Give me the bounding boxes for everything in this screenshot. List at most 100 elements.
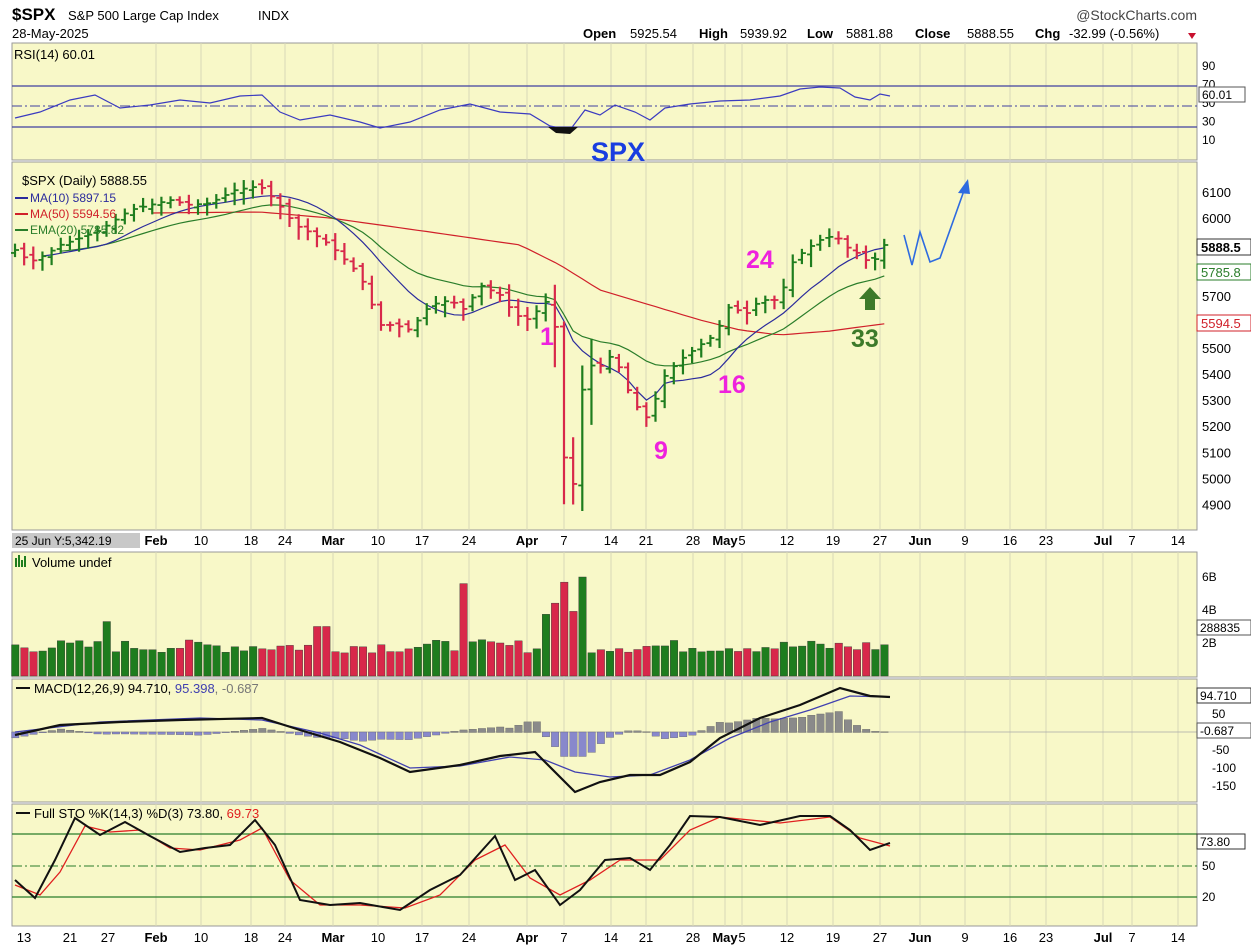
macd-hist-bar <box>688 731 697 736</box>
ma50-price-tag-text: 5594.5 <box>1201 316 1241 331</box>
macd-hist-bar <box>596 731 605 744</box>
price-bar <box>761 295 770 314</box>
macd-hist-bar <box>468 729 477 733</box>
macd-hist-bar <box>834 711 843 733</box>
volume-bar <box>679 651 688 677</box>
price-bar <box>212 194 221 209</box>
volume-bar <box>230 646 239 677</box>
price-bar <box>514 298 523 326</box>
rsi-tick: 30 <box>1202 115 1216 129</box>
volume-bar <box>624 651 633 677</box>
date-axis-label: 12 <box>780 533 794 548</box>
price-bar <box>331 233 340 261</box>
macd-hist-bar <box>624 730 633 733</box>
macd-hist-bar <box>185 731 194 736</box>
price-bar <box>614 353 623 373</box>
ema20-line <box>60 204 885 367</box>
high-label: High <box>699 26 728 41</box>
price-bar <box>523 307 532 331</box>
volume-bar <box>843 646 852 677</box>
macd-hist-bar <box>395 731 404 740</box>
price-bar <box>578 365 587 512</box>
volume-bar <box>413 646 422 677</box>
price-tick: 5300 <box>1202 393 1231 408</box>
volume-bar <box>523 652 532 677</box>
price-bar <box>194 199 202 215</box>
volume-bar <box>450 650 459 677</box>
macd-hist-bar <box>816 713 825 733</box>
date-axis-label: 21 <box>639 533 653 548</box>
price-bar <box>285 198 294 227</box>
volume-bar <box>734 651 743 677</box>
price-bar <box>541 293 550 322</box>
high-value: 5939.92 <box>740 26 787 41</box>
volume-bar <box>221 652 230 677</box>
middle-date-axis: Feb 10 18 24 Mar 10 17 24 Apr 7 14 21 28 May 5 12 19 27 Ju… <box>144 533 1185 548</box>
volume-bar <box>386 651 395 677</box>
date-axis-label: Feb <box>144 533 167 548</box>
date-axis-label: Jun <box>908 533 931 548</box>
macd-main-line <box>14 686 891 794</box>
price-bar <box>38 251 47 271</box>
macd-hist-bar <box>706 726 715 733</box>
macd-hist-bar <box>157 731 166 735</box>
volume-bar <box>542 614 550 677</box>
volume-bar <box>551 602 560 677</box>
volume-bar <box>752 651 761 677</box>
macd-hist-bar <box>853 725 861 733</box>
volume-bar <box>761 647 770 677</box>
date-axis-label: Mar <box>321 533 344 548</box>
bottom-axis-label: 17 <box>415 930 429 945</box>
date-axis-label: 18 <box>244 533 258 548</box>
low-label: Low <box>807 26 834 41</box>
price-bar <box>322 234 331 246</box>
symbol-title: $SPX <box>12 5 56 24</box>
annotation-33: 33 <box>851 325 879 353</box>
macd-hist-bar <box>249 729 258 733</box>
macd-hist-bar <box>423 731 431 737</box>
price-bar <box>175 196 184 206</box>
volume-bar <box>651 645 660 677</box>
sto-legend: Full STO %K(14,3) %D(3) 73.80, 69.73 <box>34 806 259 821</box>
price-bar <box>349 257 358 272</box>
price-bar <box>779 278 788 310</box>
macd-hist-bar <box>477 728 486 733</box>
volume-bar <box>816 643 825 677</box>
macd-hist-tag-text: -0.687 <box>1200 724 1234 738</box>
price-tick: 5100 <box>1202 445 1231 460</box>
macd-hist-bar <box>505 727 514 733</box>
date-axis-label: 10 <box>371 533 385 548</box>
price-bar <box>477 282 486 306</box>
volume-legend: Volume undef <box>32 555 112 570</box>
macd-hist-bar <box>166 731 175 735</box>
volume-bar <box>102 621 111 677</box>
price-bar <box>47 247 56 266</box>
price-bar <box>743 300 751 325</box>
volume-bar <box>432 640 441 677</box>
price-bar <box>139 197 148 213</box>
price-bar <box>569 437 578 505</box>
sto-guides <box>12 833 1197 898</box>
macd-hist-bar <box>523 721 532 733</box>
macd-hist-bar <box>642 731 651 733</box>
macd-hist-bar <box>880 731 889 733</box>
price-bar <box>843 235 852 258</box>
price-bar <box>93 225 102 242</box>
ma50-price-tag <box>1196 314 1251 332</box>
date-axis-label: 7 <box>560 533 567 548</box>
volume-bar <box>404 648 413 677</box>
volume-bar <box>514 640 523 677</box>
price-bar <box>669 362 678 385</box>
price-tick: 5400 <box>1202 367 1231 382</box>
volume-bar <box>75 640 84 677</box>
date-axis-label: 14 <box>1171 533 1185 548</box>
volume-bar <box>368 652 377 677</box>
macd-hist-bar <box>349 731 358 741</box>
macd-hist-bar <box>276 731 285 733</box>
bottom-axis-label: 13 <box>17 930 31 945</box>
macd-hist-bar <box>825 712 834 733</box>
sto-panel <box>11 803 1198 927</box>
price-bar <box>660 369 669 409</box>
price-bar <box>340 242 349 265</box>
bottom-axis-label: May <box>712 930 738 945</box>
